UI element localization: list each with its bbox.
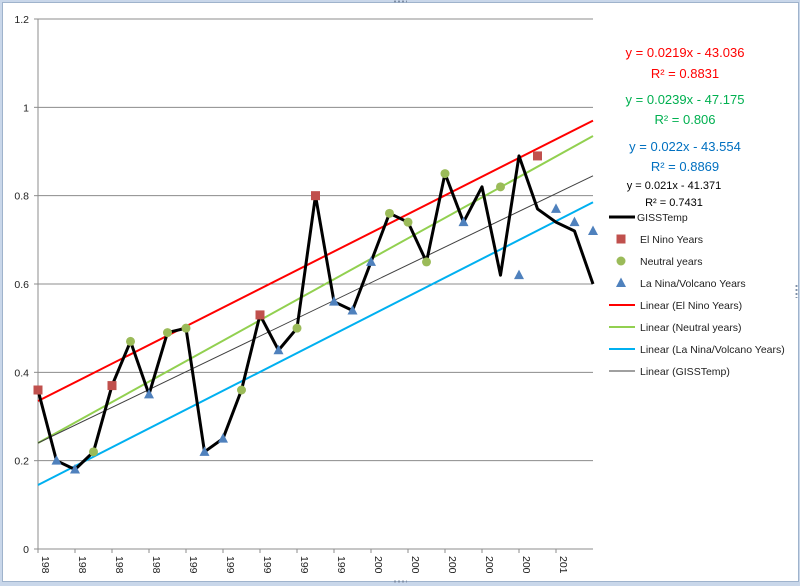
data-point <box>403 217 413 227</box>
data-point <box>70 464 80 474</box>
data-point <box>569 216 580 227</box>
trendline-r-squared: R² = 0.8869 <box>651 159 719 174</box>
data-point <box>311 191 320 201</box>
x-tick-label: 198 <box>150 556 162 574</box>
legend-label: Linear (GISSTemp) <box>640 366 730 378</box>
y-tick-label: 1.2 <box>14 14 29 26</box>
legend-swatch <box>616 277 626 287</box>
trendline <box>37 135 594 444</box>
x-tick-labels: 198 198 198 198 199 199 199 199 199 200 200 200 200 2… <box>39 556 569 574</box>
data-point <box>440 169 450 179</box>
trendline-r-squared: R² = 0.8831 <box>651 66 719 81</box>
trendline-equation: y = 0.0219x - 43.036 <box>626 45 745 60</box>
data-point <box>163 328 172 338</box>
x-tick-label: 199 <box>335 556 347 574</box>
trendline <box>37 175 594 444</box>
data-point <box>33 385 43 395</box>
legend-label: GISSTemp <box>637 212 688 224</box>
legend-swatch <box>616 256 626 266</box>
data-point <box>237 385 246 395</box>
y-tick-label: 0.8 <box>14 191 29 203</box>
x-tick-label: 200 <box>409 556 421 574</box>
y-tick-label: 0.2 <box>14 456 29 468</box>
y-tick-label: 0.6 <box>14 279 29 291</box>
data-point <box>422 257 431 267</box>
y-tick-label: 0.4 <box>14 367 29 379</box>
x-tick-label: 201 <box>557 556 569 574</box>
y-tick-label: 0 <box>23 544 29 556</box>
data-point <box>107 381 117 391</box>
data-point <box>366 256 376 266</box>
data-point <box>385 208 394 218</box>
data-point <box>181 323 191 333</box>
data-point <box>458 216 469 227</box>
data-point <box>89 447 98 457</box>
data-point <box>126 336 135 346</box>
x-tick-label: 198 <box>76 556 88 574</box>
trendline-equation: y = 0.021x - 41.371 <box>627 180 721 192</box>
trendline-equation: y = 0.0239x - 47.175 <box>626 92 745 107</box>
data-point <box>533 151 542 161</box>
x-tick-label: 199 <box>261 556 273 574</box>
trendline <box>37 201 594 486</box>
x-tick-label: 199 <box>298 556 310 574</box>
data-point <box>199 446 210 456</box>
legend-label: Neutral years <box>640 256 702 268</box>
x-tick-label: 200 <box>372 556 384 574</box>
legend-swatch <box>616 234 626 244</box>
x-tick-label: 200 <box>483 556 495 574</box>
resize-handle-bottom[interactable] <box>393 580 407 583</box>
resize-handle-top[interactable] <box>393 0 407 3</box>
data-point <box>496 182 505 192</box>
y-tick-label: 1 <box>23 102 29 114</box>
x-tick-label: 199 <box>224 556 236 574</box>
data-point <box>144 388 154 399</box>
data-point <box>329 296 339 306</box>
data-point <box>588 225 598 235</box>
series-line-gisstemp <box>36 154 595 471</box>
trendline <box>37 119 594 402</box>
legend-label: Linear (La Nina/Volcano Years) <box>640 344 785 356</box>
legend-label: Linear (El Nino Years) <box>640 300 742 312</box>
resize-handle-right[interactable] <box>795 284 798 298</box>
data-point <box>514 269 524 280</box>
data-point <box>347 305 358 315</box>
legend-label: Linear (Neutral years) <box>640 322 742 334</box>
data-point <box>51 455 62 465</box>
x-tick-label: 198 <box>39 556 51 574</box>
data-point <box>292 323 302 333</box>
data-point <box>218 433 228 443</box>
data-point <box>273 344 284 355</box>
legend-label: El Nino Years <box>640 234 703 246</box>
trendline-equation: y = 0.022x - 43.554 <box>629 139 741 154</box>
trendline-r-squared: R² = 0.7431 <box>645 197 703 209</box>
data-point <box>255 310 265 320</box>
x-tick-label: 200 <box>446 556 458 574</box>
trendline-r-squared: R² = 0.806 <box>654 112 715 127</box>
x-tick-label: 198 <box>113 556 125 574</box>
x-tick-label: 200 <box>520 556 532 574</box>
x-tick-label: 199 <box>187 556 199 574</box>
data-point <box>551 203 561 213</box>
legend-label: La Nina/Volcano Years <box>640 278 746 290</box>
